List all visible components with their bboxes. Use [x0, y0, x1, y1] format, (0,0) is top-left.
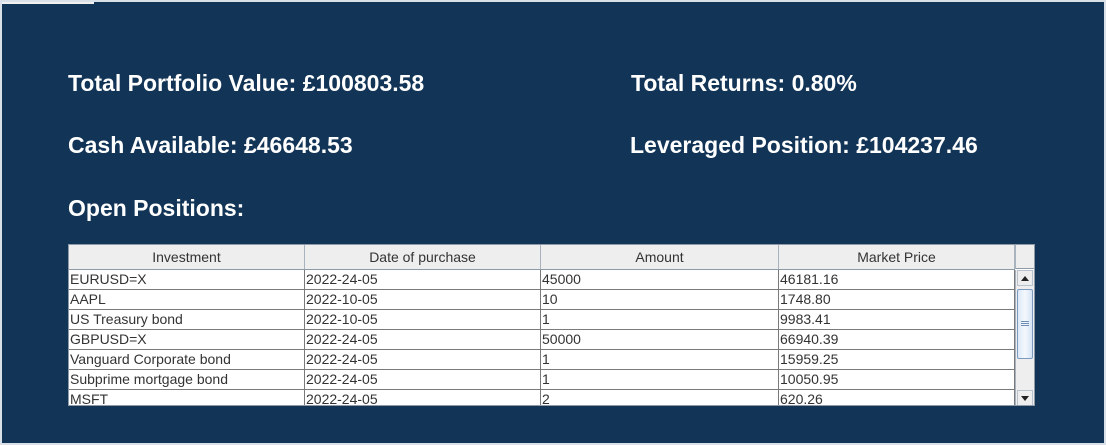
- table-row[interactable]: MSFT 2022-24-05 2 620.26: [69, 390, 1015, 405]
- scroll-down-button[interactable]: [1017, 390, 1033, 405]
- cell-amount[interactable]: 45000: [541, 270, 779, 289]
- cell-investment[interactable]: Vanguard Corporate bond: [69, 350, 305, 369]
- column-header-amount[interactable]: Amount: [541, 245, 779, 269]
- cell-market-price[interactable]: 620.26: [779, 390, 1015, 405]
- cell-investment[interactable]: Subprime mortgage bond: [69, 370, 305, 389]
- cell-date-of-purchase[interactable]: 2022-24-05: [305, 370, 541, 389]
- cell-investment[interactable]: EURUSD=X: [69, 270, 305, 289]
- scroll-thumb-grip-icon: [1021, 323, 1029, 324]
- column-header-date-of-purchase[interactable]: Date of purchase: [305, 245, 541, 269]
- scroll-thumb-grip-icon: [1021, 321, 1029, 322]
- positions-table: Investment Date of purchase Amount Marke…: [68, 244, 1035, 406]
- cell-market-price[interactable]: 15959.25: [779, 350, 1015, 369]
- table-header-corner: [1015, 245, 1034, 269]
- cell-date-of-purchase[interactable]: 2022-10-05: [305, 290, 541, 309]
- cell-amount[interactable]: 1: [541, 310, 779, 329]
- cell-date-of-purchase[interactable]: 2022-24-05: [305, 270, 541, 289]
- cell-date-of-purchase[interactable]: 2022-24-05: [305, 330, 541, 349]
- table-body: EURUSD=X 2022-24-05 45000 46181.16 AAPL …: [69, 270, 1015, 405]
- table-header: Investment Date of purchase Amount Marke…: [69, 245, 1015, 270]
- arrow-up-icon: [1021, 275, 1029, 281]
- cell-investment[interactable]: AAPL: [69, 290, 305, 309]
- cell-market-price[interactable]: 46181.16: [779, 270, 1015, 289]
- cell-amount[interactable]: 2: [541, 390, 779, 405]
- cell-amount[interactable]: 10: [541, 290, 779, 309]
- total-returns-label: Total Returns: 0.80%: [631, 70, 857, 96]
- cell-market-price[interactable]: 1748.80: [779, 290, 1015, 309]
- cell-market-price[interactable]: 66940.39: [779, 330, 1015, 349]
- cell-date-of-purchase[interactable]: 2022-10-05: [305, 310, 541, 329]
- table-row[interactable]: AAPL 2022-10-05 10 1748.80: [69, 290, 1015, 310]
- table-row[interactable]: Subprime mortgage bond 2022-24-05 1 1005…: [69, 370, 1015, 390]
- cell-investment[interactable]: MSFT: [69, 390, 305, 405]
- cell-market-price[interactable]: 9983.41: [779, 310, 1015, 329]
- cell-investment[interactable]: US Treasury bond: [69, 310, 305, 329]
- scroll-thumb[interactable]: [1017, 289, 1033, 359]
- total-portfolio-value-label: Total Portfolio Value: £100803.58: [68, 70, 425, 96]
- scroll-thumb-grip-icon: [1021, 325, 1029, 326]
- table-vertical-scrollbar[interactable]: [1015, 270, 1034, 405]
- cell-investment[interactable]: GBPUSD=X: [69, 330, 305, 349]
- scroll-up-button[interactable]: [1017, 270, 1033, 286]
- cell-market-price[interactable]: 10050.95: [779, 370, 1015, 389]
- table-row[interactable]: Vanguard Corporate bond 2022-24-05 1 159…: [69, 350, 1015, 370]
- cell-date-of-purchase[interactable]: 2022-24-05: [305, 350, 541, 369]
- table-row[interactable]: EURUSD=X 2022-24-05 45000 46181.16: [69, 270, 1015, 290]
- leveraged-position-label: Leveraged Position: £104237.46: [630, 132, 978, 158]
- table-row[interactable]: US Treasury bond 2022-10-05 1 9983.41: [69, 310, 1015, 330]
- cash-available-label: Cash Available: £46648.53: [68, 132, 353, 158]
- column-header-investment[interactable]: Investment: [69, 245, 305, 269]
- cell-amount[interactable]: 1: [541, 370, 779, 389]
- arrow-down-icon: [1021, 395, 1029, 401]
- title-bar-strip: [2, 2, 94, 4]
- cell-amount[interactable]: 50000: [541, 330, 779, 349]
- column-header-market-price[interactable]: Market Price: [779, 245, 1015, 269]
- open-positions-heading: Open Positions:: [68, 195, 245, 221]
- table-row[interactable]: GBPUSD=X 2022-24-05 50000 66940.39: [69, 330, 1015, 350]
- cell-amount[interactable]: 1: [541, 350, 779, 369]
- cell-date-of-purchase[interactable]: 2022-24-05: [305, 390, 541, 405]
